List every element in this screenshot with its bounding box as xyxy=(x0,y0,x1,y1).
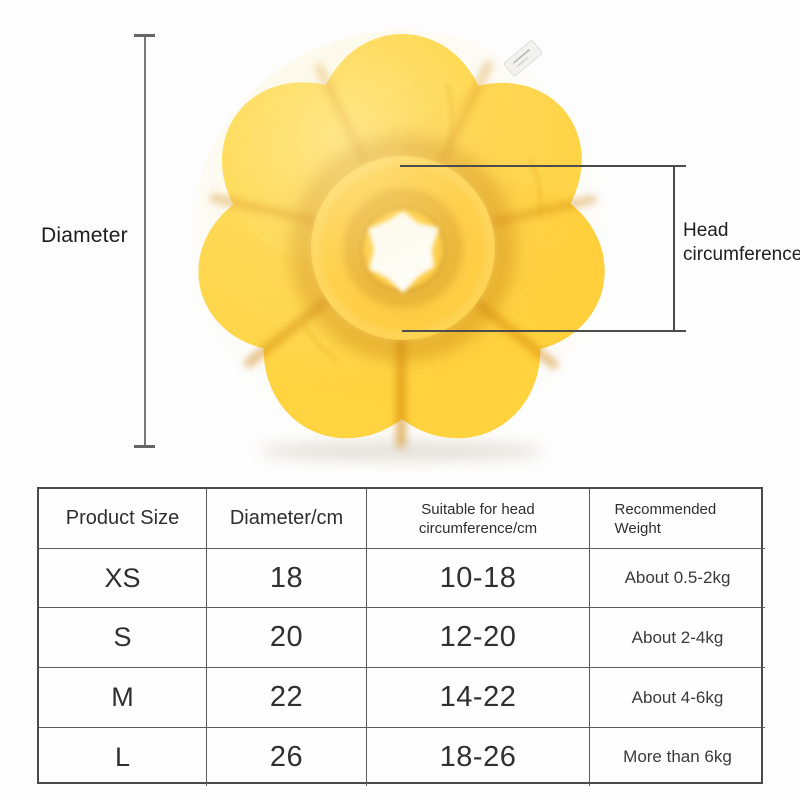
table-cell-size: M xyxy=(39,668,207,728)
yellow-plush-donut-collar-image xyxy=(190,30,614,461)
table-cell-diameter: 20 xyxy=(207,608,367,668)
table-cell-weight: About 2-4kg xyxy=(590,608,765,668)
size-table: Product Size Diameter/cm Suitable for he… xyxy=(37,487,765,786)
product-photo-section: Diameter Head circumference xyxy=(41,30,800,461)
head-circumference-line-top xyxy=(400,165,686,167)
table-cell-head-circumference: 10-18 xyxy=(367,549,590,608)
col-header-head-circumference: Suitable for head circumference/cm xyxy=(367,489,590,549)
diameter-measure-line xyxy=(144,36,146,446)
table-cell-diameter: 26 xyxy=(207,728,367,786)
head-circumference-line-bottom xyxy=(402,330,686,332)
table-cell-diameter: 22 xyxy=(207,668,367,728)
table-cell-weight: More than 6kg xyxy=(623,747,732,766)
col-header-diameter: Diameter/cm xyxy=(207,489,367,549)
table-cell-size: L xyxy=(39,728,207,786)
col-header-recommended-weight: Recommended Weight xyxy=(590,489,765,549)
table-cell-weight: About 0.5-2kg xyxy=(590,549,765,608)
col-header-product-size: Product Size xyxy=(39,489,207,549)
table-cell-size: S xyxy=(39,608,207,668)
diameter-label: Diameter xyxy=(41,224,128,247)
diameter-measure-cap-bottom xyxy=(134,445,155,448)
table-cell-weight: About 4-6kg xyxy=(590,668,765,728)
table-cell-size: XS xyxy=(39,549,207,608)
table-cell-diameter: 18 xyxy=(207,549,367,608)
head-circumference-line-vertical xyxy=(673,165,675,331)
table-cell-head-circumference: 18-26 xyxy=(367,728,590,786)
diameter-measure-cap-top xyxy=(134,34,155,37)
table-cell-head-circumference: 12-20 xyxy=(367,608,590,668)
table-cell-head-circumference: 14-22 xyxy=(367,668,590,728)
head-circumference-label: Head circumference xyxy=(683,220,800,265)
